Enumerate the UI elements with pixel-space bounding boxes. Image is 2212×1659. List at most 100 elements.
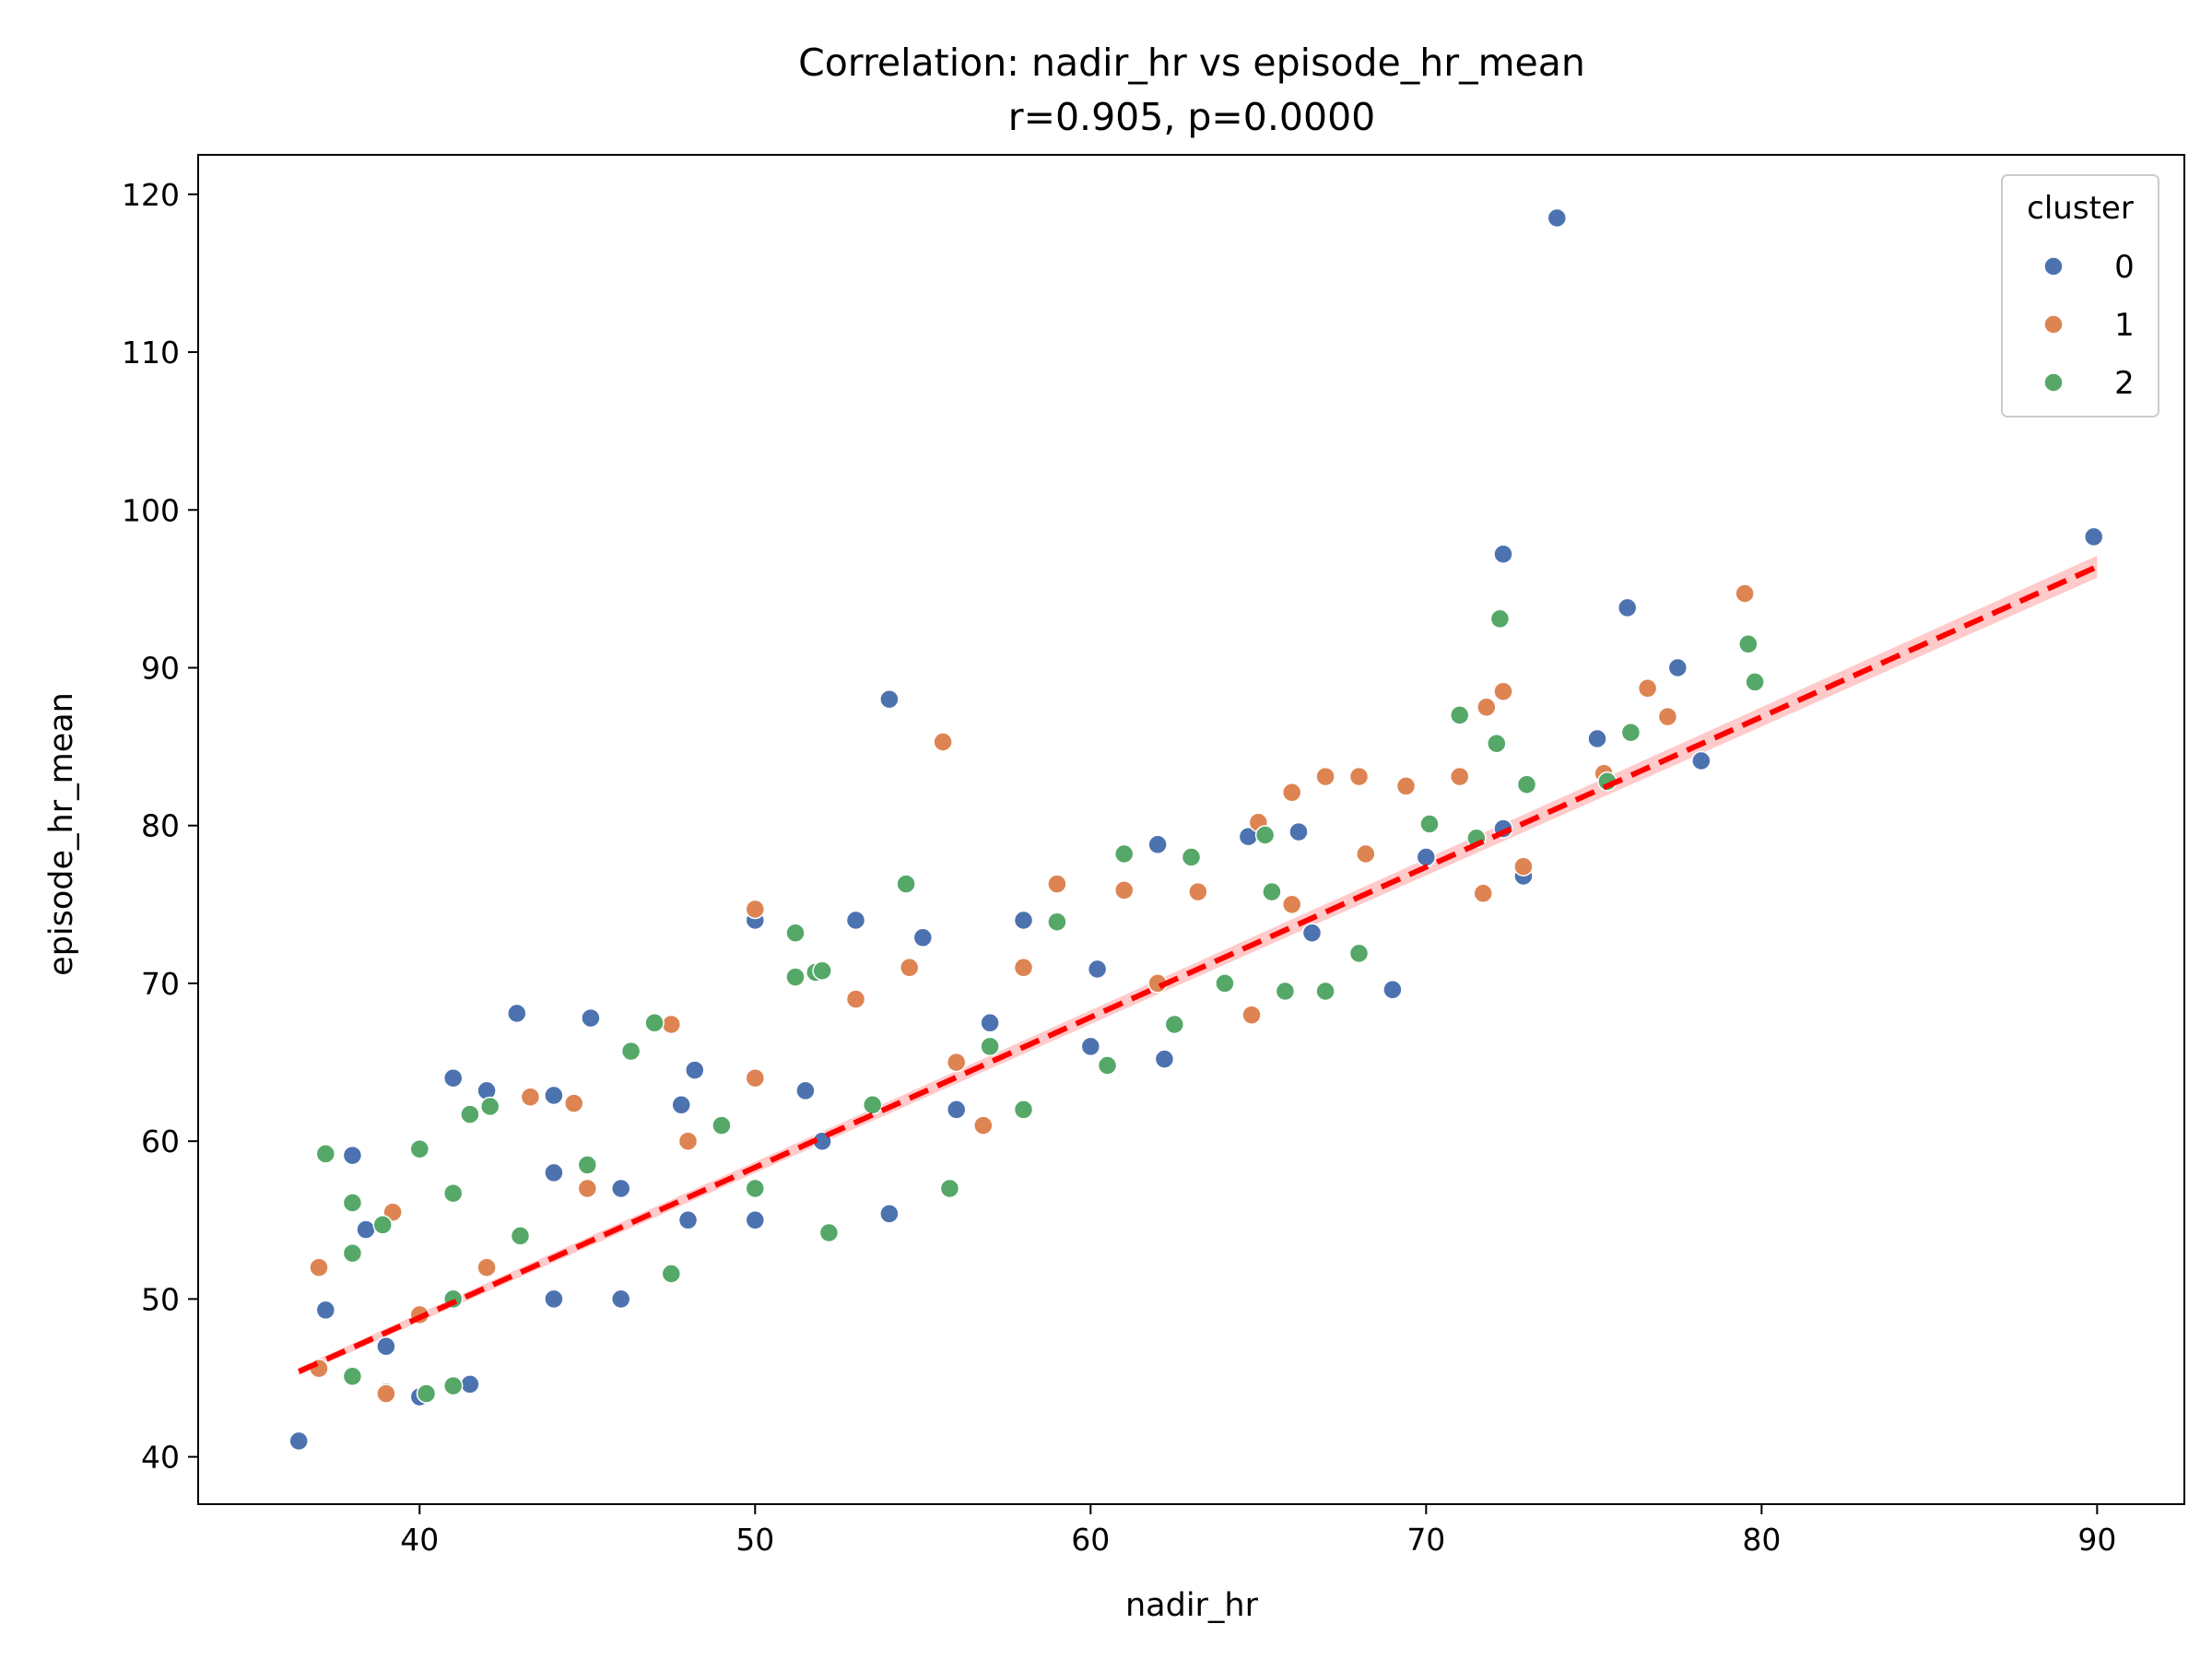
- plot-frame: [197, 154, 2185, 1505]
- y-tick-label: 110: [122, 335, 180, 371]
- data-point-cluster-1: [563, 1093, 584, 1113]
- y-tick-label: 60: [141, 1124, 180, 1159]
- data-point-cluster-1: [899, 958, 920, 978]
- data-point-cluster-1: [1281, 782, 1302, 803]
- data-point-cluster-2: [812, 960, 832, 981]
- data-point-cluster-1: [577, 1178, 598, 1199]
- data-point-cluster-2: [1013, 1100, 1034, 1120]
- data-point-cluster-0: [581, 1007, 601, 1029]
- x-tick-label: 80: [1742, 1522, 1781, 1558]
- legend-marker-cluster-1: [2043, 314, 2064, 335]
- data-point-cluster-1: [1473, 883, 1493, 904]
- data-point-cluster-2: [442, 1375, 464, 1396]
- legend-entries: 0 1 2: [2043, 249, 2135, 402]
- data-point-cluster-2: [1215, 973, 1235, 994]
- data-point-cluster-1: [1013, 958, 1034, 978]
- data-point-cluster-2: [1164, 1014, 1185, 1035]
- data-point-cluster-1: [661, 1014, 682, 1035]
- data-point-cluster-2: [1254, 825, 1276, 845]
- legend-marker-cluster-0: [2043, 256, 2064, 276]
- data-point-cluster-2: [442, 1182, 464, 1204]
- data-point-cluster-2: [862, 1095, 883, 1115]
- data-point-cluster-2: [342, 1242, 363, 1264]
- data-point-cluster-2: [1487, 733, 1507, 754]
- y-tick-label: 80: [141, 808, 180, 844]
- data-point-cluster-1: [973, 1115, 994, 1135]
- regression-line: [297, 564, 2099, 1374]
- data-point-cluster-0: [1691, 750, 1712, 771]
- legend-marker-cluster-2: [2043, 372, 2064, 393]
- data-point-cluster-0: [544, 1288, 564, 1310]
- data-point-cluster-1: [1047, 874, 1067, 894]
- data-point-cluster-2: [372, 1215, 393, 1235]
- data-point-cluster-2: [785, 923, 806, 943]
- data-point-cluster-1: [1281, 894, 1302, 915]
- data-point-cluster-1: [745, 1067, 766, 1088]
- data-point-cluster-0: [356, 1219, 376, 1240]
- data-point-cluster-0: [610, 1178, 631, 1199]
- data-point-cluster-2: [1315, 981, 1335, 1002]
- x-axis-label: nadir_hr: [1125, 1587, 1259, 1624]
- legend-label-cluster-2: 2: [2114, 365, 2135, 402]
- y-axis-label: episode_hr_mean: [43, 692, 80, 976]
- x-axis: 40 50 60 70 80 90: [400, 1504, 2116, 1558]
- data-point-cluster-0: [460, 1374, 480, 1394]
- data-point-cluster-0: [1288, 821, 1309, 842]
- data-point-cluster-1: [309, 1257, 329, 1277]
- data-point-cluster-2: [939, 1178, 960, 1199]
- data-point-cluster-1: [1241, 1005, 1262, 1025]
- data-point-cluster-1: [1188, 881, 1208, 902]
- data-point-cluster-1: [1657, 706, 1678, 727]
- chart-title: Correlation: nadir_hr vs episode_hr_mean: [798, 41, 1585, 85]
- data-point-cluster-2: [416, 1383, 437, 1404]
- data-point-cluster-2: [315, 1144, 336, 1164]
- data-point-cluster-0: [315, 1300, 336, 1321]
- data-point-cluster-1: [1356, 843, 1376, 865]
- data-point-cluster-0: [1547, 207, 1568, 229]
- data-point-cluster-2: [1047, 912, 1067, 932]
- data-point-cluster-2: [1516, 774, 1537, 794]
- y-tick-label: 90: [141, 650, 180, 686]
- y-tick-label: 120: [122, 177, 180, 213]
- data-point-cluster-2: [1181, 847, 1202, 867]
- data-point-cluster-1: [1348, 766, 1370, 787]
- data-point-cluster-1: [1395, 776, 1417, 796]
- scatter-points: [288, 207, 2104, 1452]
- data-point-cluster-0: [442, 1067, 464, 1088]
- data-point-cluster-2: [896, 874, 916, 894]
- data-point-cluster-2: [1348, 943, 1370, 964]
- data-point-cluster-2: [712, 1115, 732, 1135]
- y-tick-label: 50: [141, 1281, 180, 1317]
- data-point-cluster-0: [1087, 959, 1108, 980]
- data-point-cluster-1: [520, 1087, 541, 1107]
- data-point-cluster-2: [342, 1366, 363, 1387]
- data-point-cluster-2: [1275, 981, 1296, 1002]
- data-point-cluster-1: [933, 732, 953, 752]
- legend-frame: [2001, 174, 2159, 418]
- x-tick-label: 90: [2077, 1522, 2116, 1558]
- data-point-cluster-0: [544, 1162, 564, 1183]
- data-point-cluster-0: [288, 1430, 309, 1452]
- data-point-cluster-1: [1735, 583, 1755, 604]
- data-point-cluster-2: [1113, 843, 1135, 865]
- data-point-cluster-2: [980, 1036, 1000, 1057]
- data-point-cluster-0: [1667, 657, 1688, 678]
- data-point-cluster-0: [980, 1013, 1000, 1033]
- data-point-cluster-2: [1620, 722, 1641, 743]
- data-point-cluster-1: [1315, 766, 1335, 787]
- data-point-cluster-2: [342, 1193, 363, 1213]
- data-point-cluster-0: [2083, 526, 2104, 547]
- y-tick-label: 70: [141, 966, 180, 1002]
- plot-area: [197, 154, 2185, 1505]
- data-point-cluster-1: [1477, 697, 1497, 718]
- data-point-cluster-0: [946, 1100, 967, 1120]
- data-point-cluster-2: [745, 1178, 766, 1199]
- data-point-cluster-1: [376, 1383, 396, 1404]
- data-point-cluster-0: [671, 1095, 691, 1115]
- data-point-cluster-1: [1493, 681, 1513, 701]
- data-point-cluster-2: [785, 967, 806, 987]
- x-tick-label: 70: [1406, 1522, 1445, 1558]
- data-point-cluster-0: [685, 1060, 705, 1080]
